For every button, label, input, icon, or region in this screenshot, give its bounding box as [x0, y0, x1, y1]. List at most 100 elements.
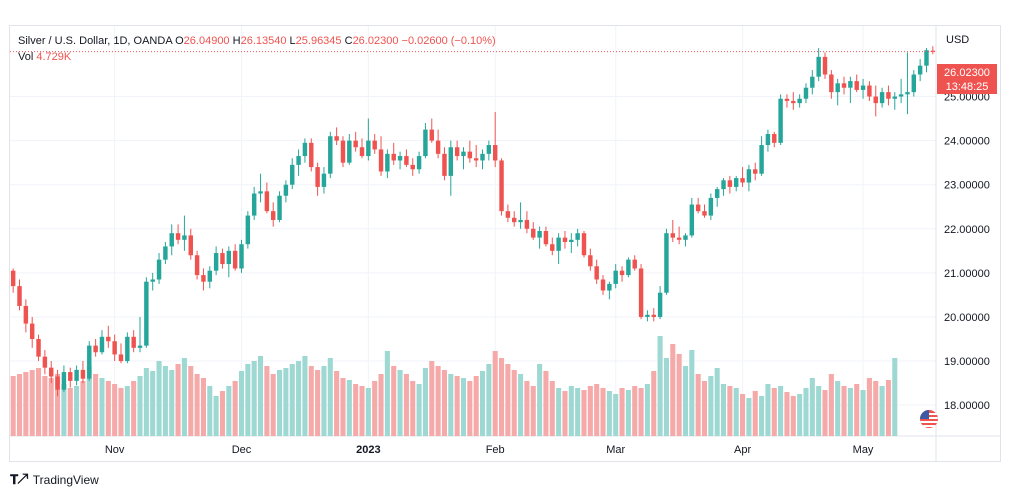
price-tick-label: 21.00000	[944, 268, 990, 280]
candle-body	[404, 156, 409, 165]
volume-bar	[771, 388, 777, 436]
price-tick-label: 24.00000	[944, 136, 990, 148]
volume-bar	[403, 374, 409, 436]
low-label: L	[289, 35, 296, 47]
volume-bar	[575, 388, 581, 436]
time-tick-label: Nov	[105, 444, 125, 456]
volume-bar	[36, 368, 42, 436]
candle-body	[391, 153, 396, 161]
candle-body	[499, 160, 504, 212]
candle-body	[131, 336, 136, 348]
candle-body	[461, 151, 466, 157]
time-tick-label: 2023	[356, 444, 380, 456]
volume-bar	[663, 358, 669, 436]
candle-body	[816, 56, 821, 77]
candle-body	[594, 266, 599, 280]
volume-bar	[613, 394, 619, 436]
volume-bar	[289, 364, 295, 436]
currency-label[interactable]: USD	[946, 34, 970, 46]
candle-body	[188, 235, 193, 256]
volume-bar	[245, 364, 251, 436]
candle-body	[714, 189, 720, 198]
candle-body	[156, 259, 162, 280]
candle-body	[277, 195, 282, 220]
volume-bar	[733, 388, 739, 436]
volume-bar	[752, 391, 758, 436]
candle-body	[10, 270, 16, 287]
high-label: H	[232, 35, 241, 47]
volume-bar	[486, 364, 492, 436]
volume-bar	[391, 366, 397, 436]
candle-body	[68, 372, 73, 381]
brand-name[interactable]: TradingView	[32, 473, 99, 487]
candle-body	[397, 156, 403, 161]
candle-body	[454, 147, 460, 157]
candle-body	[182, 235, 187, 240]
candle-body	[784, 98, 790, 101]
volume-bar	[441, 370, 447, 436]
volume-bar	[80, 381, 86, 436]
high-value: 26.13540	[240, 35, 287, 47]
candle-body	[118, 354, 124, 362]
volume-bar	[689, 350, 695, 436]
volume-bar	[200, 378, 206, 436]
volume-bar	[435, 366, 441, 436]
volume-bar	[492, 351, 498, 436]
volume-bar	[841, 386, 847, 436]
candle-body	[531, 228, 536, 238]
candle-body	[429, 129, 434, 141]
time-tick-label: Mar	[606, 444, 625, 456]
volume-bar	[746, 398, 752, 436]
last-price-badge: 26.02300 13:48:25	[937, 64, 997, 94]
volume-bar	[644, 384, 650, 436]
candle-body	[651, 314, 656, 317]
us-flag-icon	[920, 410, 938, 428]
candle-body	[258, 191, 263, 194]
candle-body	[492, 145, 498, 161]
volume-bar	[708, 376, 714, 436]
price-tick-label: 23.00000	[944, 180, 990, 192]
volume-bar	[670, 344, 676, 436]
volume-bar	[207, 386, 213, 436]
volume-bar	[23, 372, 29, 436]
volume-bar	[365, 388, 371, 436]
candle-body	[264, 191, 270, 212]
candle-body	[416, 156, 422, 170]
price-tick-label: 18.00000	[944, 400, 990, 412]
volume-bar	[194, 374, 200, 436]
candle-body	[442, 153, 447, 176]
price-tick-label: 20.00000	[944, 312, 990, 324]
volume-bar	[638, 388, 644, 436]
candle-body	[664, 233, 669, 293]
candle-body	[512, 217, 517, 223]
open-value: 26.04900	[183, 35, 230, 47]
volume-bar	[473, 376, 479, 436]
candle-body	[670, 233, 676, 238]
volume-bar	[372, 381, 378, 436]
volume-bar	[10, 376, 16, 436]
candle-body	[626, 259, 631, 276]
volume-bar	[524, 381, 530, 436]
volume-bar	[334, 371, 340, 436]
candle-body	[873, 96, 878, 104]
candle-body	[562, 237, 568, 243]
candle-body	[378, 149, 384, 172]
candle-body	[270, 211, 276, 220]
volume-bar	[213, 396, 219, 436]
tradingview-logo-icon[interactable]: 𝐓↗	[10, 472, 28, 487]
candle-body	[410, 164, 415, 170]
volume-bar	[594, 384, 600, 436]
candle-body	[80, 369, 86, 379]
candle-body	[372, 140, 377, 150]
volume-bar	[416, 384, 422, 436]
candle-body	[175, 233, 181, 240]
volume-bar	[422, 368, 428, 436]
volume-bar	[270, 374, 276, 436]
volume-bar	[778, 386, 784, 436]
candle-body	[924, 50, 929, 66]
volume-bar	[175, 364, 181, 436]
candle-body	[867, 85, 872, 97]
time-tick-label: May	[853, 444, 874, 456]
volume-bar	[701, 381, 708, 436]
